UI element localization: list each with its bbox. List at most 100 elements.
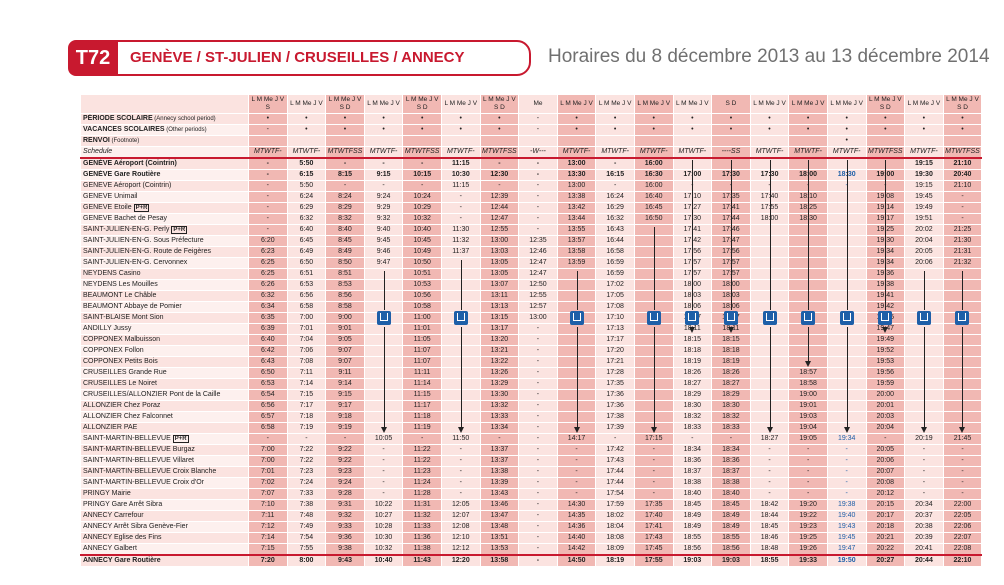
time-cell: - bbox=[518, 433, 558, 445]
skip-line bbox=[808, 160, 810, 310]
time-cell: - bbox=[286, 433, 327, 445]
column-days: L M Me J V bbox=[904, 94, 944, 114]
time-cell: 19:53 bbox=[865, 356, 906, 368]
stop-label: SAINT-MARTIN-BELLEVUE Burgaz bbox=[83, 446, 195, 453]
time-cell: 17:36 bbox=[595, 400, 635, 412]
time-cell: 17:17 bbox=[595, 334, 635, 346]
time-cell: 9:19 bbox=[325, 422, 365, 434]
time-cell: 14:50 bbox=[556, 554, 597, 567]
time-cell: 12:08 bbox=[440, 521, 481, 533]
time-cell: 11:32 bbox=[402, 510, 442, 522]
stop-label: SAINT-JULIEN-EN-G. Sous Préfecture bbox=[83, 237, 204, 244]
time-cell: 13:34 bbox=[479, 422, 520, 434]
stop-name: GENEVE Unimail bbox=[80, 191, 249, 203]
time-cell: 18:42 bbox=[749, 499, 790, 511]
time-cell: 17:35 bbox=[633, 499, 674, 511]
skip-arrow-icon bbox=[457, 326, 464, 433]
time-cell: 11:30 bbox=[440, 224, 481, 236]
time-cell: - bbox=[942, 444, 983, 456]
time-cell: • bbox=[865, 113, 906, 125]
stop-label: BEAUMONT Abbaye de Pomier bbox=[83, 303, 182, 310]
time-cell: - bbox=[518, 113, 558, 125]
time-cell: 18:26 bbox=[672, 367, 713, 379]
time-cell: 11:28 bbox=[402, 488, 442, 500]
time-cell: 17:05 bbox=[595, 290, 635, 302]
time-cell: MTWTF- bbox=[826, 146, 867, 159]
stop-name: SAINT-BLAISE Mont Sion bbox=[80, 312, 249, 324]
time-cell: • bbox=[325, 113, 365, 125]
time-cell: - bbox=[363, 466, 404, 478]
time-cell: 6:32 bbox=[248, 290, 288, 302]
time-cell: 16:24 bbox=[595, 191, 635, 203]
time-cell: - bbox=[518, 499, 558, 511]
time-cell: - bbox=[518, 213, 558, 225]
time-cell: 10:30 bbox=[440, 169, 481, 181]
stop-label: ANNECY Gare Routière bbox=[83, 557, 161, 564]
time-cell: MTWTF- bbox=[788, 146, 828, 159]
time-cell: 18:15 bbox=[711, 334, 751, 346]
time-cell: MTWTF- bbox=[286, 146, 327, 159]
time-cell: 20:22 bbox=[865, 543, 906, 556]
header-corner bbox=[80, 94, 249, 114]
time-cell: • bbox=[672, 113, 713, 125]
time-cell: 9:23 bbox=[325, 466, 365, 478]
time-cell: 8:49 bbox=[325, 246, 365, 258]
stop-name: CRUSEILLES/ALLONZIER Pont de la Caille bbox=[80, 389, 249, 401]
time-cell: 7:14 bbox=[248, 532, 288, 544]
time-cell: - bbox=[518, 323, 558, 335]
time-cell: 6:25 bbox=[248, 268, 288, 280]
stop-name: SAINT-JULIEN-EN-G. Perly P+R bbox=[80, 224, 249, 236]
time-cell: 19:56 bbox=[865, 367, 906, 379]
time-cell: - bbox=[749, 488, 790, 500]
stop-label: ANNECY Galbert bbox=[83, 545, 137, 552]
time-cell: 19:15 bbox=[904, 180, 944, 192]
time-cell: 5:50 bbox=[286, 157, 327, 170]
stop-name: SAINT-JULIEN-EN-G. Sous Préfecture bbox=[80, 235, 249, 247]
time-cell: 20:06 bbox=[865, 455, 906, 467]
column-days: L M Me J V S D bbox=[942, 94, 983, 114]
time-cell: 17:38 bbox=[595, 411, 635, 423]
time-cell: 8:24 bbox=[325, 191, 365, 203]
time-cell: 11:00 bbox=[402, 312, 442, 324]
skip-line bbox=[383, 270, 385, 310]
time-cell: 10:32 bbox=[402, 213, 442, 225]
time-cell: 20:04 bbox=[904, 235, 944, 247]
time-cell: - bbox=[518, 356, 558, 368]
time-cell: • bbox=[788, 124, 828, 136]
stop-label: PÉRIODE SCOLAIRE bbox=[83, 115, 153, 122]
time-cell: 6:50 bbox=[286, 257, 327, 269]
time-cell: 6:50 bbox=[248, 367, 288, 379]
skip-arrow-icon bbox=[650, 326, 657, 433]
time-cell: 12:47 bbox=[479, 213, 520, 225]
stop-name: ALLONZIER Chez Falconnet bbox=[80, 411, 249, 423]
time-cell: 6:25 bbox=[248, 257, 288, 269]
time-cell: - bbox=[518, 180, 558, 192]
time-cell: 13:13 bbox=[479, 301, 520, 313]
time-cell: 19:03 bbox=[788, 411, 828, 423]
time-cell: - bbox=[518, 488, 558, 500]
time-cell: MTWTF- bbox=[672, 146, 713, 159]
time-cell: 20:19 bbox=[904, 433, 944, 445]
time-cell: 8:45 bbox=[325, 235, 365, 247]
time-cell: 18:55 bbox=[749, 554, 790, 567]
time-cell: 21:10 bbox=[942, 157, 983, 170]
time-cell: 6:54 bbox=[248, 389, 288, 401]
time-cell: 18:18 bbox=[711, 345, 751, 357]
time-cell: - bbox=[248, 224, 288, 236]
time-cell: 16:15 bbox=[595, 169, 635, 181]
time-cell: • bbox=[363, 113, 404, 125]
table-row: SAINT-MARTIN-BELLEVUE Croix Blanche 7:01 7… bbox=[80, 466, 983, 478]
time-cell: • bbox=[749, 113, 790, 125]
time-cell: - bbox=[826, 477, 867, 489]
time-cell: - bbox=[904, 455, 944, 467]
time-cell: - bbox=[595, 433, 635, 445]
time-cell: 11:32 bbox=[440, 235, 481, 247]
time-cell: 18:38 bbox=[672, 477, 713, 489]
time-cell: 11:07 bbox=[402, 345, 442, 357]
skip-arrow-icon bbox=[689, 326, 696, 333]
time-cell: 13:29 bbox=[479, 378, 520, 390]
time-cell: 7:01 bbox=[248, 466, 288, 478]
time-cell: 9:24 bbox=[325, 477, 365, 489]
stop-label: SAINT-BLAISE Mont Sion bbox=[83, 314, 164, 321]
time-cell: • bbox=[826, 135, 867, 147]
